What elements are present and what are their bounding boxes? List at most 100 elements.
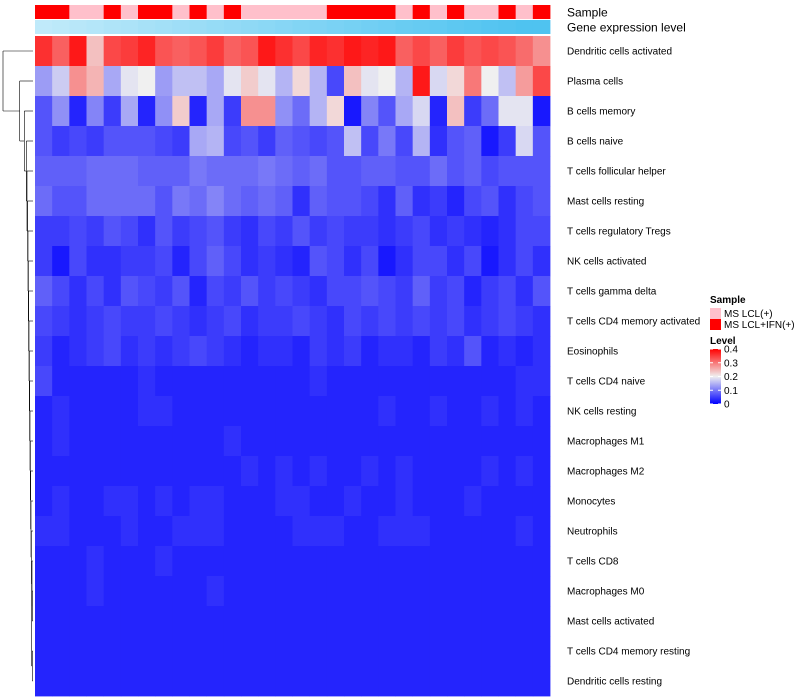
- heatmap-cell: [447, 66, 465, 97]
- heatmap-cell: [344, 576, 362, 607]
- heatmap-cell: [429, 186, 448, 217]
- heatmap-cell: [86, 456, 105, 487]
- gene-expression-annotation-cell: [344, 20, 362, 34]
- legend-level-tick-label: 0.2: [724, 372, 738, 383]
- heatmap-cell: [223, 576, 242, 607]
- heatmap-cell: [378, 246, 396, 277]
- heatmap-cell: [120, 516, 139, 547]
- heatmap-cell: [412, 456, 431, 487]
- heatmap-cell: [361, 366, 379, 397]
- heatmap-cell: [189, 456, 208, 487]
- heatmap-cell: [481, 426, 499, 457]
- heatmap-cell: [326, 546, 345, 577]
- heatmap-cell: [326, 456, 345, 487]
- heatmap-cell: [309, 606, 328, 637]
- heatmap-cell: [206, 186, 225, 217]
- heatmap-cell: [344, 546, 362, 577]
- heatmap-cell: [275, 306, 293, 337]
- gene-expression-annotation-cell: [138, 20, 156, 34]
- heatmap-cell: [344, 486, 362, 517]
- heatmap-cell: [412, 546, 431, 577]
- sample-annotation-cell: [206, 5, 225, 19]
- heatmap-cell: [86, 156, 105, 187]
- heatmap-cell: [52, 516, 70, 547]
- heatmap-cell: [275, 606, 293, 637]
- heatmap-cell: [498, 486, 517, 517]
- heatmap-cell: [258, 456, 276, 487]
- heatmap-cell: [138, 486, 156, 517]
- heatmap-cell: [52, 396, 70, 427]
- heatmap-cell: [52, 486, 70, 517]
- heatmap-cell: [292, 216, 311, 247]
- heatmap-cell: [52, 636, 70, 667]
- heatmap-cell: [395, 396, 414, 427]
- heatmap-cell: [515, 156, 534, 187]
- heatmap-cell: [515, 606, 534, 637]
- heatmap-cell: [395, 96, 414, 127]
- heatmap-cell: [532, 186, 551, 217]
- heatmap-cell: [138, 636, 156, 667]
- heatmap-cell: [138, 276, 156, 307]
- heatmap-cell: [35, 276, 53, 307]
- heatmap-cell: [155, 546, 173, 577]
- heatmap-cell: [103, 216, 122, 247]
- heatmap-cell: [241, 456, 259, 487]
- sample-annotation-cell: [103, 5, 122, 19]
- heatmap-cell: [138, 126, 156, 157]
- heatmap-cell: [309, 366, 328, 397]
- heatmap-cell: [86, 516, 105, 547]
- heatmap-cell: [378, 126, 396, 157]
- heatmap-cell: [35, 456, 53, 487]
- heatmap-cell: [464, 456, 482, 487]
- heatmap-cell: [464, 246, 482, 277]
- heatmap-cell: [52, 336, 70, 367]
- heatmap-cell: [241, 186, 259, 217]
- heatmap-cell: [206, 246, 225, 277]
- heatmap-cell: [395, 306, 414, 337]
- heatmap-cell: [206, 366, 225, 397]
- sample-annotation-cell: [412, 5, 431, 19]
- heatmap-cell: [309, 306, 328, 337]
- heatmap-cell: [464, 606, 482, 637]
- heatmap-cell: [223, 636, 242, 667]
- heatmap-cell: [189, 96, 208, 127]
- heatmap-cell: [481, 396, 499, 427]
- heatmap-cell: [292, 96, 311, 127]
- heatmap-cell: [275, 516, 293, 547]
- sample-annotation-bar: [35, 5, 551, 19]
- heatmap-cell: [258, 186, 276, 217]
- heatmap-cell: [138, 606, 156, 637]
- heatmap-cell: [275, 456, 293, 487]
- heatmap-cell: [86, 336, 105, 367]
- heatmap-cell: [172, 66, 190, 97]
- heatmap-cell: [155, 186, 173, 217]
- heatmap-cell: [120, 486, 139, 517]
- legend-level-tick-label: 0: [724, 400, 730, 411]
- heatmap-cell: [189, 606, 208, 637]
- heatmap-cell: [155, 396, 173, 427]
- heatmap-cell: [532, 516, 551, 547]
- heatmap-cell: [86, 36, 105, 67]
- gene-expression-annotation-cell: [52, 20, 70, 34]
- heatmap-cell: [361, 666, 379, 697]
- heatmap-cell: [35, 156, 53, 187]
- heatmap-cell: [378, 336, 396, 367]
- heatmap-cell: [361, 606, 379, 637]
- heatmap-cell: [275, 216, 293, 247]
- heatmap-cell: [69, 36, 87, 67]
- heatmap-cell: [275, 186, 293, 217]
- heatmap-cell: [172, 606, 190, 637]
- heatmap-cell: [35, 636, 53, 667]
- heatmap-cell: [120, 546, 139, 577]
- heatmap-cell: [532, 456, 551, 487]
- heatmap-cell: [309, 546, 328, 577]
- heatmap-cell: [120, 666, 139, 697]
- heatmap-cell: [292, 156, 311, 187]
- heatmap-cell: [292, 186, 311, 217]
- heatmap-cell: [223, 546, 242, 577]
- heatmap-cell: [206, 486, 225, 517]
- heatmap-cell: [378, 36, 396, 67]
- gene-expression-annotation-cell: [326, 20, 345, 34]
- heatmap-cell: [412, 276, 431, 307]
